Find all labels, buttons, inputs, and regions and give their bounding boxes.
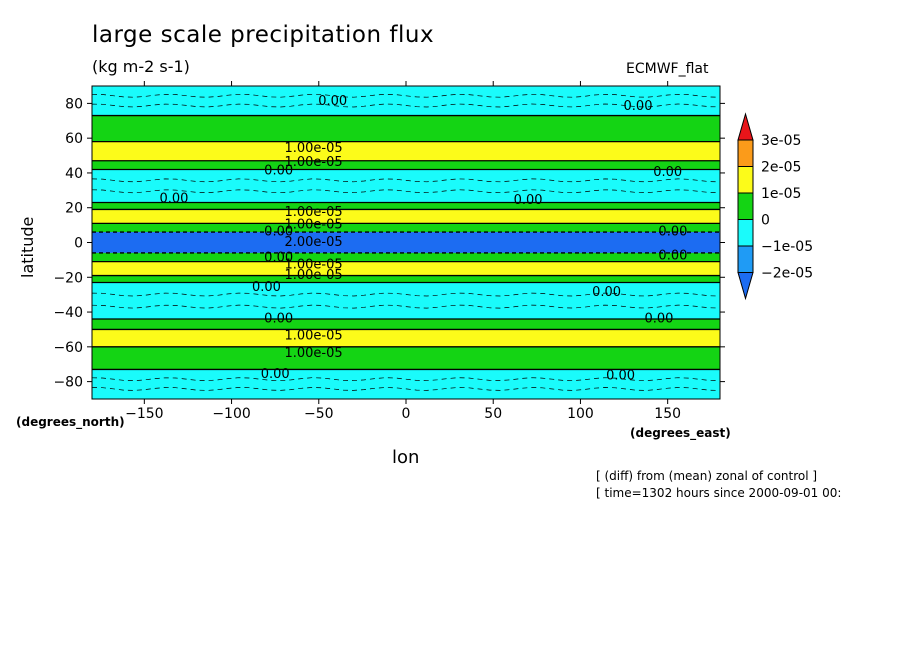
x-tick-label: 100 xyxy=(567,406,594,422)
x-axis-label: lon xyxy=(392,447,420,468)
contour-band xyxy=(92,141,720,161)
colorbar-segment xyxy=(737,166,754,194)
x-tick-label: −150 xyxy=(125,406,163,422)
contour-label: 1.00e-05 xyxy=(284,205,342,220)
contour-band xyxy=(92,160,720,170)
contour-band xyxy=(92,86,720,116)
contour-label: 1.00e-05 xyxy=(284,155,342,170)
contour-band xyxy=(92,275,720,283)
footer-line-1: [ (diff) from (mean) zonal of control ] xyxy=(596,469,818,483)
contour-label: 1.00e-05 xyxy=(284,141,342,156)
colorbar-label: 1e-05 xyxy=(761,186,801,202)
contour-label: 0.00 xyxy=(261,367,290,382)
contour-line-dashed xyxy=(91,103,721,108)
contour-label: 0.00 xyxy=(658,224,687,239)
y-tick-label: −80 xyxy=(53,375,83,391)
contour-line-dashed xyxy=(91,292,721,297)
contour-band xyxy=(92,261,720,276)
contour-line-dashed xyxy=(91,377,721,382)
colorbar-segment xyxy=(737,245,754,273)
colorbar-segment xyxy=(737,139,754,167)
contour-label: 0.00 xyxy=(318,94,347,109)
contour-label: 1.00e-05 xyxy=(284,346,342,361)
contour-line-dashed xyxy=(91,189,721,194)
y-tick-label: 40 xyxy=(65,166,83,182)
contour-band xyxy=(92,319,720,330)
footer-line-2: [ time=1302 hours since 2000-09-01 00: xyxy=(596,486,842,500)
contour-label: 0.00 xyxy=(160,191,189,206)
x-tick-label: −50 xyxy=(304,406,334,422)
contour-label: 0.00 xyxy=(264,311,293,326)
chart-units: (kg m-2 s-1) xyxy=(92,57,190,76)
contour-band xyxy=(92,169,720,203)
colorbar-top-arrow xyxy=(737,112,754,141)
contour-label: 0.00 xyxy=(252,280,281,295)
x-axis-unit: (degrees_east) xyxy=(630,426,731,440)
contour-band xyxy=(92,232,720,253)
contour-label: 1.00e-05 xyxy=(284,268,342,283)
contour-band xyxy=(92,202,720,210)
colorbar-segment xyxy=(737,192,754,220)
y-tick-label: −40 xyxy=(53,305,83,321)
contour-label: 0.00 xyxy=(658,249,687,264)
contour-band xyxy=(92,346,720,370)
contour-band xyxy=(92,369,720,399)
x-tick-label: 50 xyxy=(484,406,502,422)
y-tick-label: 60 xyxy=(65,131,83,147)
contour-label: 0.00 xyxy=(264,163,293,178)
contour-line-dashed xyxy=(91,304,721,309)
contour-band xyxy=(92,252,720,262)
contour-line-dashed xyxy=(91,387,721,391)
chart-title: large scale precipitation flux xyxy=(92,22,435,48)
x-tick-label: −100 xyxy=(212,406,250,422)
colorbar-label: −2e-05 xyxy=(761,266,813,282)
contour-label: 0.00 xyxy=(624,99,653,114)
contour-label: 0.00 xyxy=(264,224,293,239)
contour-label: 1.00e-05 xyxy=(284,257,342,272)
y-tick-label: 0 xyxy=(74,236,83,252)
contour-line-dashed xyxy=(91,178,721,183)
x-tick-label: 0 xyxy=(402,406,411,422)
y-tick-label: −60 xyxy=(53,340,83,356)
y-tick-label: 20 xyxy=(65,201,83,217)
colorbar-label: 0 xyxy=(761,213,770,229)
y-tick-label: 80 xyxy=(65,96,83,112)
contour-label: 0.00 xyxy=(644,311,673,326)
contour-label: 2.00e-05 xyxy=(284,235,342,250)
contour-band xyxy=(92,209,720,224)
model-label: ECMWF_flat xyxy=(626,61,709,77)
contour-label: 0.00 xyxy=(592,285,621,300)
colorbar-label: 3e-05 xyxy=(761,133,801,149)
contour-band xyxy=(92,223,720,233)
contour-label: 0.00 xyxy=(653,165,682,180)
contour-line-dashed xyxy=(91,93,721,98)
contour-label: 0.00 xyxy=(606,369,635,384)
contour-label: 0.00 xyxy=(514,193,543,208)
colorbar-label: −1e-05 xyxy=(761,239,813,255)
contour-label: 1.00e-05 xyxy=(284,217,342,232)
x-tick-label: 150 xyxy=(654,406,681,422)
y-tick-label: −20 xyxy=(53,270,83,286)
y-axis-unit: (degrees_north) xyxy=(16,415,125,429)
contour-label: 1.00e-05 xyxy=(284,329,342,344)
contour-band xyxy=(92,329,720,347)
contour-band xyxy=(92,115,720,142)
colorbar-bottom-arrow xyxy=(737,272,754,301)
colorbar-label: 2e-05 xyxy=(761,160,801,176)
colorbar-segment xyxy=(737,219,754,247)
contour-band xyxy=(92,282,720,320)
contour-label: 0.00 xyxy=(264,250,293,265)
